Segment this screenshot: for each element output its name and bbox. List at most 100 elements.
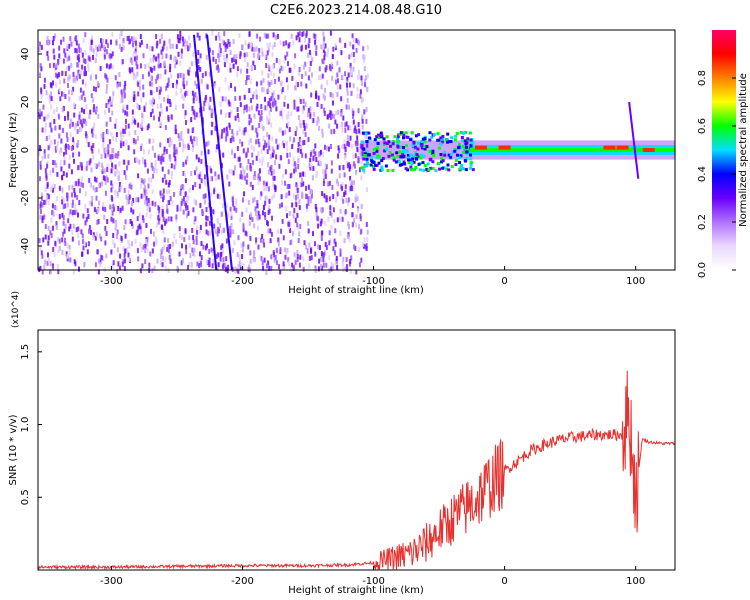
noise-cell	[238, 95, 241, 101]
noise-cell	[297, 225, 300, 231]
noise-cell	[48, 194, 50, 200]
noise-cell	[151, 82, 154, 87]
noise-cell	[131, 201, 134, 206]
noise-cell	[296, 257, 299, 262]
noise-cell	[131, 223, 134, 229]
noise-cell	[165, 106, 168, 112]
noise-cell	[350, 164, 353, 170]
noise-cell	[212, 209, 215, 215]
noise-cell	[284, 169, 287, 175]
noise-cell	[353, 244, 356, 250]
noise-cell	[296, 187, 299, 193]
noise-cell	[122, 141, 125, 147]
band-cell	[428, 138, 432, 142]
noise-cell	[185, 205, 187, 211]
noise-cell	[350, 143, 353, 149]
noise-cell	[270, 122, 273, 128]
noise-cell	[346, 234, 349, 240]
noise-cell	[229, 225, 232, 231]
noise-cell	[279, 269, 282, 275]
noise-cell	[78, 47, 81, 53]
noise-cell	[245, 107, 248, 113]
noise-cell	[228, 112, 231, 117]
noise-cell	[253, 196, 256, 202]
noise-cell	[205, 207, 208, 212]
band-cell	[437, 138, 441, 142]
noise-cell	[337, 181, 340, 187]
noise-cell	[217, 174, 220, 180]
noise-cell	[104, 206, 107, 212]
noise-cell	[237, 235, 240, 241]
noise-cell	[187, 128, 190, 134]
noise-cell	[347, 125, 350, 131]
noise-cell	[201, 73, 204, 78]
noise-cell	[116, 247, 119, 253]
noise-cell	[234, 165, 236, 171]
noise-cell	[77, 181, 80, 187]
noise-cell	[200, 262, 203, 268]
noise-cell	[44, 224, 47, 229]
noise-cell	[266, 132, 269, 138]
noise-cell	[248, 106, 251, 112]
noise-cell	[341, 127, 344, 133]
band-cell	[373, 147, 377, 151]
noise-cell	[49, 82, 52, 88]
noise-cell	[175, 149, 178, 155]
noise-cell	[182, 41, 185, 47]
noise-cell	[290, 266, 293, 272]
noise-cell	[234, 86, 237, 92]
noise-cell	[144, 159, 147, 165]
noise-cell	[147, 63, 150, 68]
noise-cell	[249, 258, 252, 264]
noise-cell	[276, 144, 279, 150]
noise-cell	[180, 183, 183, 189]
noise-cell	[278, 163, 281, 169]
noise-cell	[210, 108, 213, 114]
noise-cell	[240, 261, 243, 267]
noise-cell	[364, 134, 367, 140]
band-cell	[446, 140, 450, 144]
noise-cell	[272, 32, 275, 38]
noise-cell	[160, 158, 163, 164]
noise-cell	[44, 259, 47, 265]
noise-cell	[354, 245, 357, 251]
noise-cell	[94, 58, 97, 63]
noise-cell	[174, 124, 177, 130]
noise-cell	[174, 63, 177, 69]
noise-cell	[184, 114, 187, 119]
noise-cell	[351, 186, 354, 192]
noise-cell	[268, 134, 271, 140]
noise-cell	[132, 209, 135, 215]
noise-cell	[153, 241, 156, 247]
band-cell	[404, 167, 408, 171]
noise-cell	[309, 157, 312, 163]
noise-cell	[215, 147, 218, 153]
noise-cell	[101, 38, 104, 44]
noise-cell	[94, 262, 97, 268]
noise-cell	[225, 238, 228, 244]
band-cell	[465, 150, 469, 154]
spectrogram-x-tick-label: 100	[626, 276, 645, 287]
noise-cell	[57, 247, 60, 253]
noise-cell	[62, 127, 65, 133]
noise-cell	[267, 47, 270, 53]
noise-cell	[141, 112, 143, 118]
noise-cell	[80, 229, 83, 235]
noise-cell	[318, 75, 321, 81]
noise-cell	[149, 213, 152, 219]
noise-cell	[111, 110, 114, 116]
noise-cell	[126, 165, 128, 171]
noise-cell	[265, 63, 268, 68]
noise-cell	[128, 183, 131, 189]
noise-cell	[292, 40, 295, 46]
noise-cell	[135, 197, 138, 203]
noise-cell	[173, 192, 176, 197]
noise-cell	[248, 88, 251, 94]
noise-cell	[314, 251, 317, 257]
noise-cell	[112, 165, 115, 171]
noise-cell	[38, 72, 41, 78]
noise-cell	[241, 141, 244, 147]
noise-cell	[267, 260, 270, 266]
noise-cell	[135, 51, 138, 57]
noise-cell	[114, 75, 117, 80]
